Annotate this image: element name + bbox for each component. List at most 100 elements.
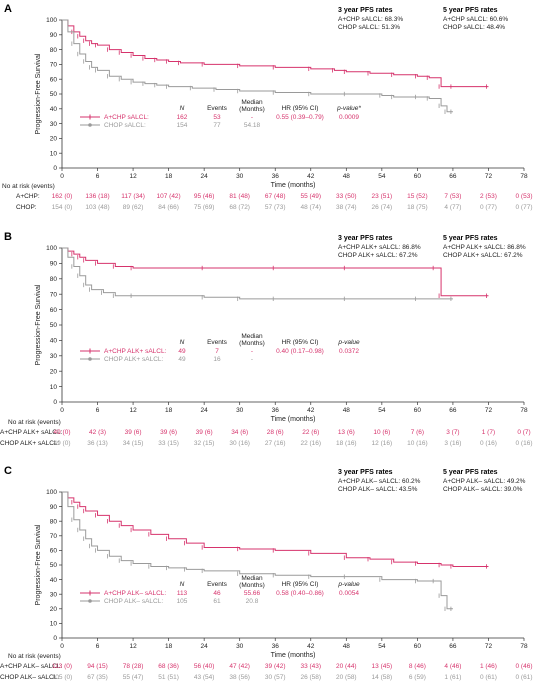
chart-panel-c: C 3 year PFS rates A+CHP ALK– sALCL: 60.2%… — [0, 465, 532, 681]
table-header-median-unit: (Months) — [239, 340, 265, 347]
y-tick-label: 80 — [50, 47, 58, 54]
table-median: 55.66 — [244, 590, 261, 597]
risk-cell: 10 (6) — [373, 429, 390, 436]
y-tick-label: 60 — [50, 307, 58, 314]
y-tick-label: 40 — [50, 577, 58, 584]
x-tick-label: 18 — [165, 407, 173, 414]
km-curve-chop — [62, 491, 453, 610]
table-header-events: Events — [207, 339, 228, 346]
x-tick-label: 12 — [129, 407, 137, 414]
risk-cell: 13 (45) — [372, 663, 393, 670]
risk-cell: 33 (15) — [158, 440, 179, 447]
risk-row-label: A+CHP: — [16, 193, 40, 200]
risk-cell: 33 (50) — [336, 193, 357, 200]
risk-cell: 7 (53) — [444, 193, 461, 200]
x-tick-label: 0 — [60, 407, 64, 414]
y-tick-label: 90 — [50, 504, 58, 511]
risk-cell: 38 (56) — [229, 674, 250, 681]
risk-cell: 78 (28) — [123, 663, 144, 670]
risk-cell: 3 (16) — [444, 440, 461, 447]
risk-cell: 81 (48) — [229, 193, 250, 200]
risk-cell: 33 (43) — [300, 663, 321, 670]
risk-cell: 0 (46) — [516, 663, 533, 670]
risk-cell: 23 (51) — [372, 193, 393, 200]
legend-label: CHOP ALK– sALCL: — [104, 598, 163, 605]
y-tick-label: 50 — [50, 562, 58, 569]
risk-cell: 68 (72) — [229, 204, 250, 211]
table-header-n: N — [180, 105, 185, 112]
rates-3yr-title: 3 year PFS rates — [338, 7, 393, 14]
y-tick-label: 70 — [50, 533, 58, 540]
legend-label: A+CHP sALCL: — [104, 114, 149, 121]
rates-3yr-title: 3 year PFS rates — [338, 469, 393, 476]
rates-3yr-line: CHOP ALK+ sALCL: 67.2% — [338, 252, 418, 259]
risk-cell: 107 (42) — [157, 193, 181, 200]
risk-cell: 51 (51) — [158, 674, 179, 681]
y-tick-label: 30 — [50, 121, 58, 128]
risk-cell: 89 (62) — [123, 204, 144, 211]
risk-cell: 113 (0) — [52, 663, 72, 670]
x-tick-label: 48 — [343, 643, 351, 650]
x-tick-label: 60 — [414, 643, 422, 650]
risk-cell: 28 (6) — [267, 429, 284, 436]
risk-row-label: A+CHP ALK+ sALCL: — [0, 429, 63, 436]
table-events: 7 — [215, 348, 219, 355]
x-tick-label: 12 — [129, 643, 137, 650]
risk-cell: 39 (42) — [265, 663, 286, 670]
y-tick-label: 70 — [50, 62, 58, 69]
y-tick-label: 50 — [50, 322, 58, 329]
table-p: 0.0372 — [339, 348, 359, 355]
y-tick-label: 100 — [46, 489, 57, 496]
x-tick-label: 24 — [201, 407, 209, 414]
risk-cell: 0 (61) — [516, 674, 533, 681]
risk-row-label: CHOP: — [16, 204, 37, 211]
risk-cell: 20 (58) — [336, 674, 357, 681]
risk-cell: 67 (48) — [265, 193, 286, 200]
table-n: 162 — [177, 114, 188, 121]
legend-marker-dot — [88, 123, 92, 127]
risk-cell: 0 (53) — [516, 193, 533, 200]
x-tick-label: 60 — [414, 407, 422, 414]
risk-cell: 8 (46) — [409, 663, 426, 670]
km-curve-a-chp — [62, 491, 489, 567]
x-tick-label: 66 — [449, 173, 457, 180]
table-median: 20.8 — [246, 598, 259, 605]
panel-letter: B — [4, 231, 12, 243]
x-tick-label: 24 — [201, 173, 209, 180]
legend-label: CHOP sALCL: — [104, 122, 146, 129]
y-tick-label: 50 — [50, 91, 58, 98]
rates-5yr-line: A+CHP ALK+ sALCL: 86.8% — [443, 244, 526, 251]
y-tick-label: 0 — [53, 635, 57, 642]
km-curve-chop — [62, 247, 453, 300]
y-tick-label: 40 — [50, 106, 58, 113]
risk-cell: 68 (36) — [158, 663, 179, 670]
y-tick-label: 40 — [50, 338, 58, 345]
risk-cell: 22 (6) — [302, 429, 319, 436]
risk-cell: 30 (57) — [265, 674, 286, 681]
risk-cell: 36 (13) — [87, 440, 108, 447]
panel-letter: A — [4, 3, 12, 15]
x-tick-label: 42 — [307, 173, 315, 180]
table-events: 61 — [213, 598, 221, 605]
risk-cell: 3 (7) — [446, 429, 459, 436]
risk-cell: 95 (46) — [194, 193, 215, 200]
table-header-median: Median — [241, 99, 263, 106]
x-tick-label: 42 — [307, 643, 315, 650]
y-axis-label: Progression-Free Survival — [35, 53, 42, 134]
rates-5yr-line: CHOP ALK– sALCL: 39.0% — [443, 486, 523, 493]
table-events: 16 — [213, 356, 221, 363]
y-tick-label: 10 — [50, 621, 58, 628]
risk-cell: 39 (6) — [125, 429, 142, 436]
x-tick-label: 36 — [272, 173, 280, 180]
y-tick-label: 80 — [50, 518, 58, 525]
risk-cell: 12 (16) — [372, 440, 393, 447]
risk-cell: 1 (46) — [480, 663, 497, 670]
table-p: 0.0054 — [339, 590, 359, 597]
y-tick-label: 0 — [53, 165, 57, 172]
rates-5yr-line: CHOP ALK+ sALCL: 67.2% — [443, 252, 523, 259]
x-tick-label: 48 — [343, 173, 351, 180]
km-curve-a-chp — [62, 19, 489, 88]
rates-3yr-line: A+CHP ALK– sALCL: 60.2% — [338, 478, 421, 485]
y-tick-label: 70 — [50, 291, 58, 298]
